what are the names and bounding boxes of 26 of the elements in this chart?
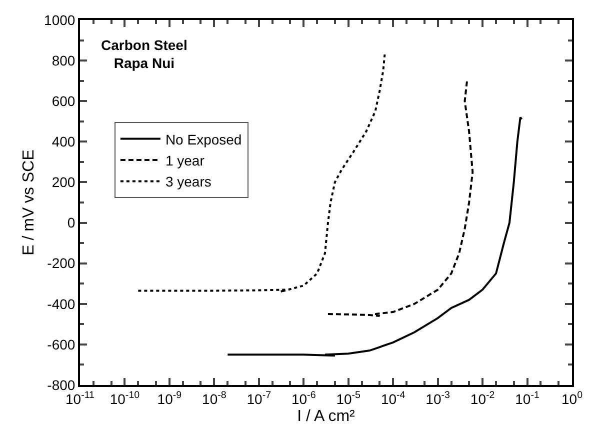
y-tick-label: -200	[47, 255, 76, 272]
y-tick-label: 1000	[44, 12, 76, 28]
y-tick-label: -400	[47, 296, 76, 312]
x-axis-title: I / A cm²	[297, 408, 356, 425]
y-tick-label: 800	[52, 52, 76, 68]
x-tick-label: 10$^{-3}$	[426, 390, 451, 407]
x-tick-label: 10$^{-1}$	[515, 390, 540, 407]
legend-label: No Exposed	[165, 131, 242, 148]
x-tick-label: 10$^{-4}$	[380, 390, 406, 407]
legend-label: 3 years	[165, 174, 212, 190]
legend-label: 1 year	[165, 152, 205, 168]
x-tick-label: 10$^{-6}$	[291, 390, 316, 407]
x-tick-label: 10$^{-7}$	[246, 390, 272, 407]
y-tick-label: 600	[52, 93, 76, 110]
y-tick-label: 0	[67, 214, 76, 231]
x-tick-label: 10$^{-2}$	[470, 390, 495, 407]
x-tick-label: 10$^{-8}$	[202, 390, 227, 407]
x-tick-label: 10$^{-9}$	[157, 390, 182, 407]
x-tick-label: 10$^{0}$	[561, 390, 584, 407]
x-tick-label: 10$^{-10}$	[110, 390, 140, 407]
annotation: Carbon Steel Rapa Nui	[101, 37, 188, 72]
x-tick-label: 10$^{-5}$	[336, 390, 362, 407]
y-axis-title: E / mV vs SCE	[20, 150, 38, 256]
y-tick-label: 200	[52, 174, 76, 190]
y-tick-label: 400	[52, 134, 76, 150]
y-tick-label: -600	[47, 336, 76, 352]
